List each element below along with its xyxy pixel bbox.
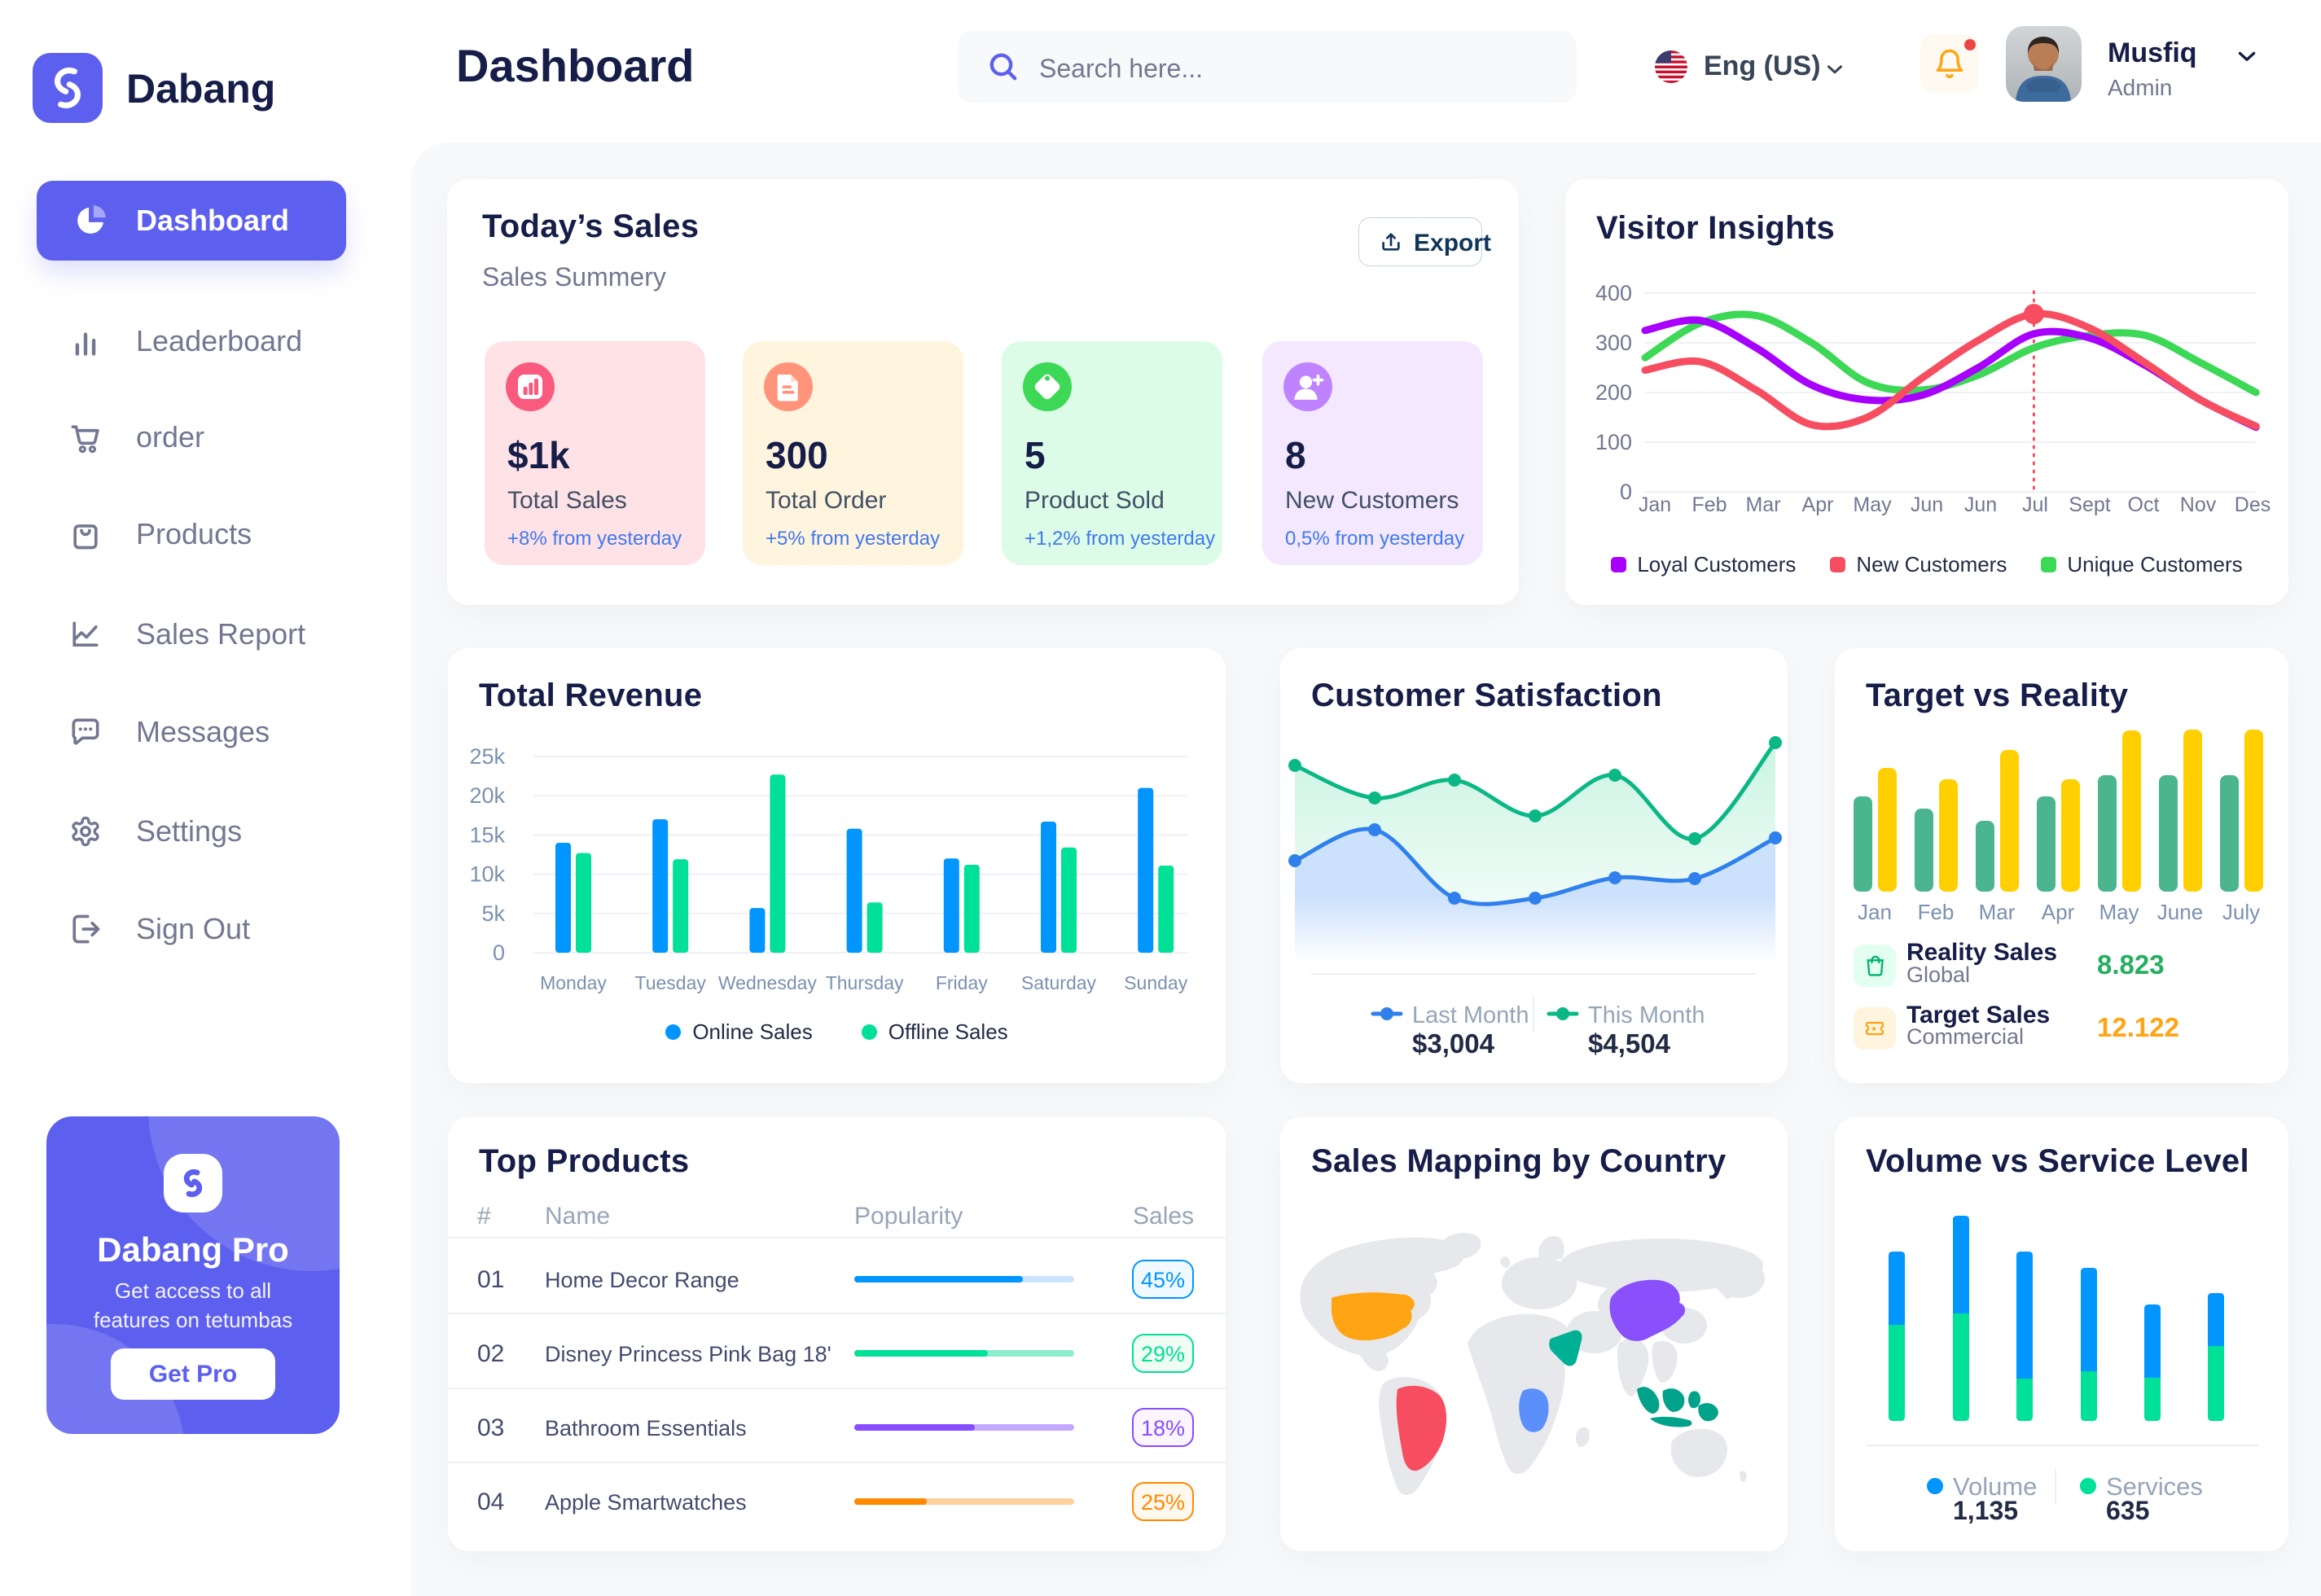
svg-text:25k: 25k bbox=[469, 744, 505, 769]
svg-text:100: 100 bbox=[1595, 430, 1632, 454]
svg-text:0: 0 bbox=[493, 940, 505, 965]
svg-text:15k: 15k bbox=[469, 822, 505, 847]
svg-text:This Month: This Month bbox=[1588, 1002, 1705, 1028]
svg-text:Saturday: Saturday bbox=[1021, 972, 1097, 993]
svg-text:10k: 10k bbox=[469, 862, 505, 887]
svg-text:29%: 29% bbox=[1141, 1342, 1185, 1366]
svg-text:Oct: Oct bbox=[2128, 493, 2160, 516]
svg-text:0: 0 bbox=[1620, 480, 1632, 504]
svg-text:Thursday: Thursday bbox=[826, 972, 904, 993]
svg-text:04: 04 bbox=[477, 1489, 504, 1515]
svg-text:Jan: Jan bbox=[1639, 493, 1671, 516]
svg-text:Mar: Mar bbox=[1745, 493, 1780, 516]
svg-text:Sept: Sept bbox=[2069, 493, 2110, 516]
svg-text:#: # bbox=[477, 1203, 491, 1230]
svg-text:Apr: Apr bbox=[1802, 493, 1834, 516]
svg-text:300: 300 bbox=[1595, 331, 1632, 355]
svg-text:Sunday: Sunday bbox=[1124, 972, 1188, 993]
svg-text:01: 01 bbox=[477, 1266, 504, 1293]
svg-text:12.122: 12.122 bbox=[2097, 1012, 2179, 1042]
svg-text:Disney Princess Pink Bag 18': Disney Princess Pink Bag 18' bbox=[545, 1342, 831, 1366]
svg-text:June: June bbox=[2157, 900, 2203, 924]
svg-text:5k: 5k bbox=[481, 901, 505, 926]
svg-text:Tuesday: Tuesday bbox=[635, 972, 707, 993]
svg-text:Reality Sales: Reality Sales bbox=[1906, 939, 2057, 966]
svg-text:18%: 18% bbox=[1141, 1416, 1185, 1440]
svg-text:Wednesday: Wednesday bbox=[718, 972, 818, 993]
svg-text:25%: 25% bbox=[1141, 1490, 1185, 1515]
svg-text:Last Month: Last Month bbox=[1412, 1002, 1529, 1028]
svg-text:Target Sales: Target Sales bbox=[1906, 1002, 2050, 1028]
svg-text:$3,004: $3,004 bbox=[1412, 1028, 1495, 1059]
svg-text:45%: 45% bbox=[1141, 1268, 1185, 1292]
svg-text:20k: 20k bbox=[469, 783, 505, 808]
svg-text:Name: Name bbox=[545, 1203, 610, 1230]
svg-text:8.823: 8.823 bbox=[2097, 949, 2165, 980]
svg-text:1,135: 1,135 bbox=[1953, 1496, 2018, 1525]
svg-text:Apple Smartwatches: Apple Smartwatches bbox=[545, 1490, 747, 1515]
svg-text:Mar: Mar bbox=[1979, 900, 2016, 924]
svg-text:Jan: Jan bbox=[1858, 900, 1892, 924]
svg-text:Nov: Nov bbox=[2180, 493, 2217, 516]
svg-text:Volume: Volume bbox=[1953, 1472, 2037, 1501]
svg-text:Feb: Feb bbox=[1691, 493, 1726, 516]
svg-text:02: 02 bbox=[477, 1340, 504, 1367]
svg-text:Popularity: Popularity bbox=[854, 1203, 963, 1230]
svg-text:Jul: Jul bbox=[2022, 493, 2048, 516]
svg-text:Jun: Jun bbox=[1964, 493, 1997, 516]
svg-text:$4,504: $4,504 bbox=[1588, 1028, 1671, 1059]
svg-text:03: 03 bbox=[477, 1414, 504, 1441]
svg-text:Global: Global bbox=[1906, 962, 1970, 987]
svg-text:Services: Services bbox=[2106, 1472, 2203, 1501]
svg-text:Feb: Feb bbox=[1918, 900, 1955, 924]
svg-text:Apr: Apr bbox=[2042, 900, 2075, 924]
svg-text:Monday: Monday bbox=[540, 972, 607, 993]
svg-text:Jun: Jun bbox=[1911, 493, 1943, 516]
svg-text:May: May bbox=[2099, 900, 2139, 924]
svg-text:May: May bbox=[1853, 493, 1892, 516]
svg-text:200: 200 bbox=[1595, 380, 1632, 405]
svg-text:Sales: Sales bbox=[1133, 1203, 1194, 1230]
svg-text:400: 400 bbox=[1595, 281, 1632, 305]
svg-text:Bathroom Essentials: Bathroom Essentials bbox=[545, 1416, 747, 1440]
svg-text:Friday: Friday bbox=[936, 972, 988, 993]
svg-text:July: July bbox=[2222, 900, 2260, 924]
svg-text:Commercial: Commercial bbox=[1906, 1024, 2024, 1049]
svg-text:Home Decor Range: Home Decor Range bbox=[545, 1268, 739, 1292]
svg-text:635: 635 bbox=[2106, 1496, 2149, 1525]
svg-text:Des: Des bbox=[2235, 493, 2271, 516]
